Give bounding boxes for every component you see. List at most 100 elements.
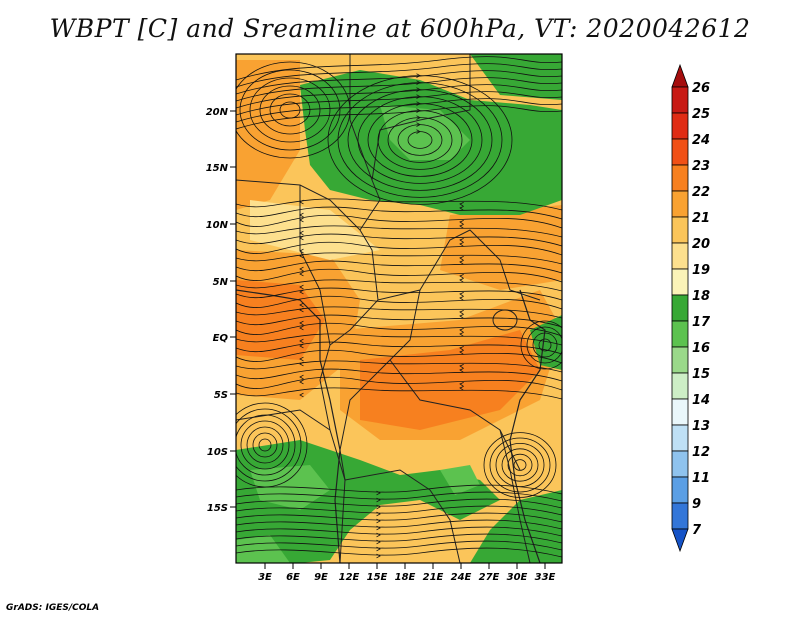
streamline bbox=[236, 252, 562, 265]
colorbar-segment bbox=[671, 138, 689, 166]
streamline bbox=[397, 124, 443, 156]
streamline-arrow bbox=[299, 271, 304, 277]
streamline-arrow bbox=[299, 199, 304, 205]
lon-label-12e: 12E bbox=[339, 572, 360, 583]
streamline bbox=[489, 437, 551, 493]
streamline-arrow bbox=[416, 80, 421, 85]
streamline-arrow bbox=[376, 518, 381, 524]
colorbar-segment bbox=[671, 86, 689, 114]
streamline bbox=[239, 69, 341, 151]
streamline bbox=[407, 131, 433, 149]
streamline bbox=[236, 306, 562, 319]
colorbar-label: 21 bbox=[692, 211, 710, 226]
streamline bbox=[240, 420, 290, 470]
streamline bbox=[236, 484, 562, 495]
colorbar-segment bbox=[671, 398, 689, 426]
streamline bbox=[236, 349, 562, 364]
streamline bbox=[269, 93, 311, 127]
colorbar-label: 14 bbox=[692, 393, 710, 408]
lon-label-30e: 30E bbox=[507, 572, 528, 583]
streamline-arrow bbox=[299, 320, 304, 326]
colorbar-segment bbox=[671, 268, 689, 296]
streamline bbox=[236, 368, 562, 382]
streamline bbox=[327, 75, 513, 205]
colorbar-segment bbox=[671, 190, 689, 218]
streamline-arrow bbox=[376, 490, 381, 496]
streamline-arrow bbox=[299, 266, 304, 272]
streamline bbox=[357, 96, 483, 184]
streamline-arrow bbox=[299, 338, 304, 344]
lon-label-24e: 24E bbox=[451, 572, 472, 583]
streamline bbox=[236, 198, 562, 211]
streamline bbox=[236, 70, 562, 95]
streamline-arrow bbox=[416, 122, 421, 127]
streamline bbox=[236, 287, 562, 301]
streamline bbox=[513, 459, 527, 471]
colorbar-segment bbox=[671, 242, 689, 270]
streamline bbox=[236, 77, 562, 102]
lon-label-15e: 15E bbox=[367, 572, 388, 583]
streamline bbox=[259, 85, 321, 135]
streamline bbox=[501, 448, 539, 482]
plot-frame bbox=[235, 53, 563, 564]
lat-label-5n: 5N bbox=[213, 277, 229, 288]
streamline-arrow bbox=[376, 497, 381, 503]
field-green-sw-small bbox=[236, 535, 290, 563]
streamline bbox=[252, 432, 278, 458]
streamline-arrow bbox=[459, 292, 464, 297]
streamline bbox=[520, 320, 562, 370]
lon-axis: 3E 6E 9E 12E 15E 18E 21E 24E 27E 30E 33E bbox=[258, 563, 556, 583]
streamline-arrow bbox=[416, 108, 421, 113]
streamline bbox=[236, 98, 562, 123]
streamline bbox=[236, 333, 562, 346]
lat-label-15s: 15S bbox=[207, 503, 228, 514]
streamline bbox=[347, 89, 493, 191]
streamline bbox=[236, 519, 562, 530]
streamline bbox=[236, 547, 562, 558]
streamline bbox=[377, 110, 463, 170]
lat-axis: 20N 15N 10N 5N EQ 5S 10S 15S bbox=[206, 107, 236, 514]
streamline bbox=[236, 91, 562, 116]
streamline bbox=[236, 295, 562, 310]
streamline bbox=[236, 233, 562, 247]
streamline bbox=[526, 326, 562, 364]
colorbar-label: 12 bbox=[692, 445, 710, 460]
streamline-arrow bbox=[299, 379, 304, 385]
field-green-ne-top bbox=[470, 54, 562, 100]
streamline bbox=[236, 540, 562, 551]
streamline bbox=[246, 426, 284, 464]
streamline bbox=[236, 408, 302, 482]
colorbar-label: 17 bbox=[692, 315, 711, 330]
streamline-arrow bbox=[376, 539, 381, 545]
streamline bbox=[236, 414, 296, 476]
streamline bbox=[236, 206, 562, 220]
streamline bbox=[236, 533, 562, 544]
streamline bbox=[249, 77, 331, 143]
streamline bbox=[236, 376, 562, 391]
streamline-arrow bbox=[459, 350, 464, 355]
streamline bbox=[236, 105, 562, 130]
streamline-arrow bbox=[376, 504, 381, 510]
streamline-arrow bbox=[459, 368, 464, 373]
lon-label-6e: 6E bbox=[286, 572, 300, 583]
streamline-arrow bbox=[416, 101, 421, 106]
field-green-south-light bbox=[250, 465, 330, 510]
streamline-arrow bbox=[299, 284, 304, 290]
streamline-arrow bbox=[416, 73, 421, 78]
colorbar-label: 20 bbox=[692, 237, 710, 252]
streamline bbox=[236, 225, 562, 238]
colorbar-segment bbox=[671, 346, 689, 374]
lon-label-9e: 9E bbox=[314, 572, 328, 583]
streamlines bbox=[236, 56, 562, 559]
field-green-cell bbox=[440, 465, 480, 495]
streamline bbox=[236, 498, 562, 509]
streamline bbox=[236, 56, 562, 81]
streamline-arrow bbox=[459, 332, 464, 337]
lat-label-20n: 20N bbox=[206, 107, 229, 118]
streamline-arrow bbox=[416, 115, 421, 120]
country-borders bbox=[236, 54, 541, 563]
streamline bbox=[236, 241, 562, 256]
streamline-arrow bbox=[459, 364, 464, 369]
streamline-arrow bbox=[299, 392, 304, 398]
streamline bbox=[236, 61, 351, 159]
